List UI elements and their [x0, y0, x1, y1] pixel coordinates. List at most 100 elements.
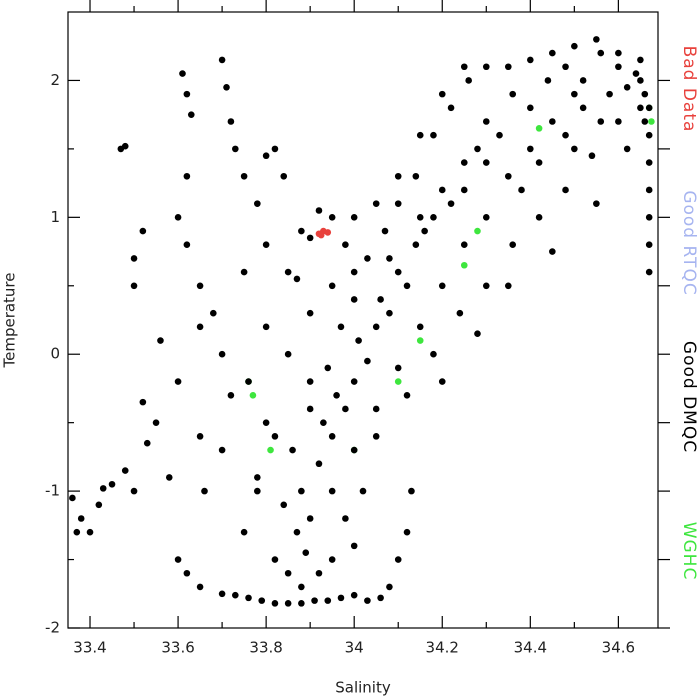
point [645, 131, 653, 139]
point [579, 104, 587, 112]
point [315, 569, 323, 577]
point [262, 323, 270, 331]
point [350, 268, 358, 276]
x-tick-label: 34 [345, 639, 364, 657]
point [324, 229, 332, 236]
point [289, 446, 296, 454]
point [293, 528, 301, 536]
point [438, 90, 446, 98]
point [77, 515, 85, 522]
point [394, 172, 402, 180]
point [372, 323, 380, 331]
point [562, 63, 569, 71]
plot-frame [67, 11, 659, 629]
point [372, 200, 380, 207]
point [637, 104, 644, 112]
point [438, 378, 446, 385]
point [416, 323, 424, 331]
point [474, 145, 481, 153]
point [504, 63, 512, 71]
point [593, 36, 600, 43]
x-tick-label: 33.4 [73, 639, 106, 657]
point [240, 268, 248, 276]
point [121, 467, 129, 474]
point [447, 200, 455, 207]
point [377, 296, 384, 303]
x-tick-label: 34.2 [426, 639, 459, 657]
point [641, 118, 649, 125]
point [615, 63, 622, 71]
point [350, 446, 358, 454]
point [262, 419, 270, 426]
point [549, 49, 556, 57]
point [99, 485, 107, 492]
point [174, 556, 182, 563]
point [157, 337, 164, 344]
point [438, 282, 446, 290]
point [223, 83, 230, 91]
point [174, 214, 182, 221]
point [337, 323, 345, 331]
point [262, 241, 270, 249]
point [196, 583, 204, 591]
point [403, 528, 411, 536]
point [306, 309, 314, 317]
point [412, 241, 420, 249]
point [593, 200, 600, 207]
point [350, 296, 358, 303]
point [535, 125, 543, 132]
point [337, 594, 345, 602]
point [645, 241, 653, 249]
point [218, 56, 226, 64]
point [623, 83, 631, 91]
point [306, 378, 314, 385]
point [271, 600, 279, 607]
point [69, 494, 76, 502]
point [284, 350, 292, 358]
point [293, 275, 301, 283]
point [320, 419, 327, 426]
point [482, 214, 490, 221]
point [240, 528, 248, 536]
point [416, 337, 424, 344]
legend-label: Good RTQC [679, 190, 699, 295]
point [139, 227, 147, 235]
point [298, 227, 305, 235]
point [509, 90, 517, 98]
point [482, 159, 490, 166]
point [460, 261, 468, 269]
point [298, 583, 305, 591]
x-tick-label: 33.6 [161, 639, 194, 657]
point [606, 90, 613, 98]
point [509, 241, 517, 249]
point [460, 159, 468, 166]
point [430, 350, 437, 358]
point [328, 433, 336, 440]
point [637, 77, 644, 84]
point [597, 118, 605, 125]
legend-label: Good DMQC [679, 341, 699, 453]
point [315, 207, 323, 214]
point [364, 255, 371, 262]
point [355, 337, 362, 344]
point [240, 172, 248, 180]
point [447, 104, 455, 112]
point [280, 172, 288, 180]
point [130, 255, 138, 262]
point [249, 391, 257, 399]
point [187, 111, 195, 118]
point [284, 569, 292, 577]
point [143, 439, 151, 447]
point [645, 214, 653, 221]
point [504, 282, 512, 290]
point [359, 487, 367, 495]
point [571, 42, 578, 50]
point [73, 528, 81, 536]
point [527, 145, 534, 153]
point [403, 391, 411, 399]
point [130, 487, 138, 495]
point [196, 433, 204, 440]
point [245, 594, 252, 602]
point [342, 405, 349, 413]
